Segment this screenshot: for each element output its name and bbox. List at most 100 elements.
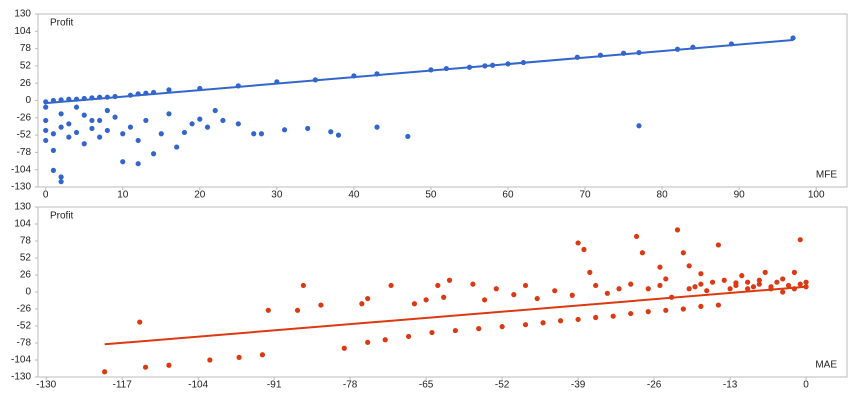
point [575,316,581,323]
x-tick-label: -13 [723,380,738,391]
point [43,117,49,124]
y-tick-label: 26 [20,270,32,281]
point [452,327,458,334]
point [166,362,172,368]
point [189,121,195,127]
point [680,306,686,312]
point [265,307,271,313]
point [698,303,704,309]
point [645,309,651,315]
point [616,286,622,292]
y-tick-label: -26 [17,112,32,123]
point [120,159,126,165]
point [127,124,134,130]
point [581,246,587,253]
y-tick-label: 0 [25,95,31,106]
point [207,357,213,363]
y-tick-label: -104 [11,164,31,175]
y-tick-label: 0 [25,287,31,298]
x-tick-label: -26 [647,380,662,391]
point [593,282,599,289]
point [294,307,301,313]
point [663,307,669,313]
point [803,279,809,285]
point [43,137,49,144]
point [750,284,757,290]
y-tick-label: 52 [20,253,32,264]
point [66,121,72,127]
plot-frame [37,13,848,188]
point [604,290,610,296]
point [715,302,722,308]
point [58,174,64,180]
point [81,141,87,147]
point [569,292,575,298]
point [50,167,57,173]
y-tick-label: 130 [14,202,31,213]
point [359,301,365,307]
point [636,123,642,129]
point [522,322,529,328]
point [657,264,663,270]
point [235,121,241,127]
x-tick-label: -78 [343,380,358,391]
point [756,281,762,287]
point [593,314,599,321]
y-tick-label: 26 [20,78,32,89]
y-tick-label: 104 [14,219,31,230]
x-tick-label: -130 [36,380,56,391]
point [785,282,792,289]
point [423,297,429,303]
point [58,124,64,130]
point [405,133,411,140]
x-tick-label: -39 [571,380,586,391]
trend-line [104,285,807,346]
point [663,276,669,282]
point [142,364,149,370]
point [158,131,164,137]
x-tick-label: 40 [348,190,360,201]
point [137,319,143,325]
y-tick-label: -104 [11,355,31,366]
y-axis-label: Profit [50,18,74,29]
x-axis-label: MFE [816,170,837,181]
y-tick-label: -78 [17,338,32,349]
point [446,277,453,283]
point [50,147,57,154]
point [493,286,499,292]
x-tick-label: 60 [502,190,514,201]
x-tick-label: 10 [117,190,129,201]
point [143,117,149,124]
point [305,125,311,132]
x-tick-label: -104 [188,380,208,391]
point [715,242,722,248]
point [686,286,692,292]
point [73,104,80,110]
point [721,277,727,283]
point [212,107,218,114]
y-tick-label: -52 [17,130,32,141]
x-tick-label: -91 [267,380,282,391]
x-axis-label: MAE [815,360,837,371]
point [258,131,265,137]
point [259,352,266,358]
point [102,369,108,375]
y-tick-label: 78 [20,236,32,247]
x-tick-label: 70 [579,190,591,201]
y-axis-label: Profit [50,211,74,222]
x-tick-label: 100 [808,190,825,201]
y-tick-label: -26 [17,304,32,315]
y-tick-label: -78 [17,147,32,158]
point [365,295,371,302]
point [540,320,546,326]
point [797,281,803,287]
x-tick-label: -52 [495,380,510,391]
point [73,129,80,136]
y-tick-label: 78 [20,43,32,54]
point [674,227,681,233]
point [382,337,388,343]
point [698,281,704,287]
point [181,129,187,136]
point [499,324,505,330]
point [739,273,745,279]
